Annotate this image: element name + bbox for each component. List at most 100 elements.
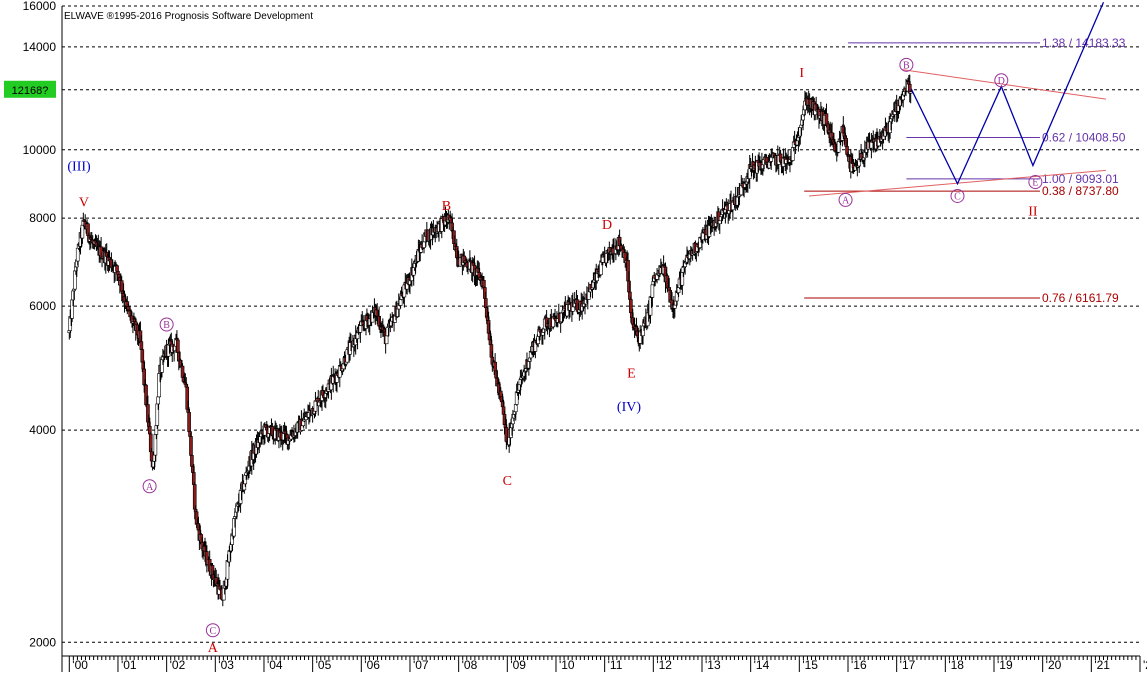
triangle-boundary-line (901, 69, 1107, 100)
y-axis-labels: 16000 14000 10000 8000 6000 4000 2000 (23, 0, 57, 649)
candle-body (398, 299, 403, 306)
wave-label-text: B (163, 320, 170, 331)
wave-label-circle (994, 73, 1009, 88)
wave-label-text: V (79, 195, 89, 210)
wave-label-circle (899, 57, 914, 72)
wave-label: B (442, 199, 451, 214)
y-tick-label: 16000 (23, 0, 57, 13)
x-tick-label: '04 (267, 658, 283, 672)
y-tick-label: 14000 (23, 40, 57, 54)
projected-wave-path (910, 1, 1105, 186)
wave-label: A (142, 479, 157, 494)
candle-body (176, 339, 180, 353)
wave-label: C (950, 188, 965, 203)
wave-label-circle (205, 623, 220, 638)
candle-body (498, 390, 503, 397)
x-tick-label: '02 (170, 658, 186, 672)
fib-level-label: 1.00 / 9093.01 (1042, 172, 1119, 186)
price-candles (67, 74, 913, 607)
candle-body (139, 341, 144, 350)
candle-body (189, 436, 193, 456)
x-tick-label: '15 (802, 658, 818, 672)
x-axis: '00 '01 '02 '03 '04 '05 '06 '07 '08 '09 '10 '11 '12 '… (61, 6, 1147, 672)
wave-label-circle (950, 188, 965, 203)
wave-label-circle (1028, 175, 1043, 190)
x-tick-label: '22 (1143, 658, 1147, 672)
candle-body (493, 361, 497, 372)
wave-label: II (1028, 205, 1038, 220)
y-tick-label: 4000 (29, 423, 56, 437)
x-tick-label: '01 (121, 658, 137, 672)
candle-body (126, 306, 131, 311)
y-tick-label: 8000 (29, 211, 56, 225)
wave-label-circle (142, 479, 157, 494)
candle-body (673, 304, 677, 309)
wave-label-text: II (1028, 205, 1038, 220)
wave-label: E (1028, 175, 1043, 190)
fibonacci-levels: 1.38 / 14183.33 0.62 / 10408.50 1.00 / 909… (804, 36, 1126, 305)
candle-body (836, 141, 841, 153)
wave-label: I (799, 66, 804, 81)
x-tick-label: '11 (608, 658, 623, 672)
candle-body (384, 335, 389, 345)
wave-label: A (208, 641, 219, 656)
candle-body (541, 332, 545, 336)
x-tick-label: '06 (364, 658, 380, 672)
x-tick-label: '13 (705, 658, 721, 672)
wave-label: (IV) (617, 400, 641, 415)
wave-label: C (503, 474, 512, 489)
candle-body (225, 560, 230, 580)
x-tick-label: '08 (462, 658, 478, 672)
wave-label: B (159, 317, 174, 332)
fib-level-label: 0.76 / 6161.79 (1042, 291, 1119, 305)
wave-label: B (899, 57, 914, 72)
x-tick-label: '03 (218, 658, 234, 672)
candle-body (119, 280, 124, 292)
wave-label-text: E (627, 366, 636, 381)
x-tick-label: '07 (413, 658, 429, 672)
x-tick-label: '21 (1094, 658, 1110, 672)
candle-body (358, 325, 363, 333)
candle-body (824, 113, 829, 126)
wave-label-text: (IV) (617, 400, 641, 415)
fib-level-label: 0.62 / 10408.50 (1042, 131, 1126, 145)
candle-body (717, 220, 722, 225)
wave-label-text: C (503, 474, 512, 489)
wave-label-text: (III) (67, 160, 91, 175)
candle-body (908, 91, 913, 94)
candle-body (140, 349, 145, 363)
fib-level-label: 1.38 / 14183.33 (1042, 36, 1126, 50)
wave-label: V (79, 195, 89, 210)
wave-label-text: C (954, 191, 961, 202)
candle-body (80, 224, 85, 239)
wave-label-text: A (146, 482, 154, 493)
y-tick-label: 2000 (29, 635, 56, 649)
candle-body (869, 141, 874, 149)
y-tick-label: 6000 (29, 299, 56, 313)
current-price-badge-bg (4, 80, 56, 98)
wave-label-text: C (210, 626, 217, 637)
grid-lines (62, 5, 1140, 643)
candle-body (190, 455, 194, 467)
wave-label: E (627, 366, 636, 381)
projection-path (910, 1, 1105, 186)
x-tick-label: '16 (851, 658, 867, 672)
wave-label-text: A (208, 641, 219, 656)
x-tick-label: '05 (316, 658, 332, 672)
current-price-label: 12168? (12, 85, 49, 97)
wave-label: D (994, 73, 1009, 88)
x-tick-label: '12 (656, 658, 672, 672)
x-tick-label: '19 (997, 658, 1013, 672)
wave-label: A (838, 192, 853, 207)
wave-label-text: E (1032, 178, 1038, 189)
x-tick-label: '14 (754, 658, 770, 672)
y-tick-label: 10000 (23, 143, 57, 157)
x-tick-label: '17 (900, 658, 916, 672)
wave-label-text: B (442, 199, 451, 214)
wave-label: (III) (67, 160, 91, 175)
candle-body (422, 241, 426, 248)
wave-label-text: D (998, 76, 1005, 87)
copyright-text: ELWAVE ®1995-2016 Prognosis Software Dev… (64, 11, 313, 22)
